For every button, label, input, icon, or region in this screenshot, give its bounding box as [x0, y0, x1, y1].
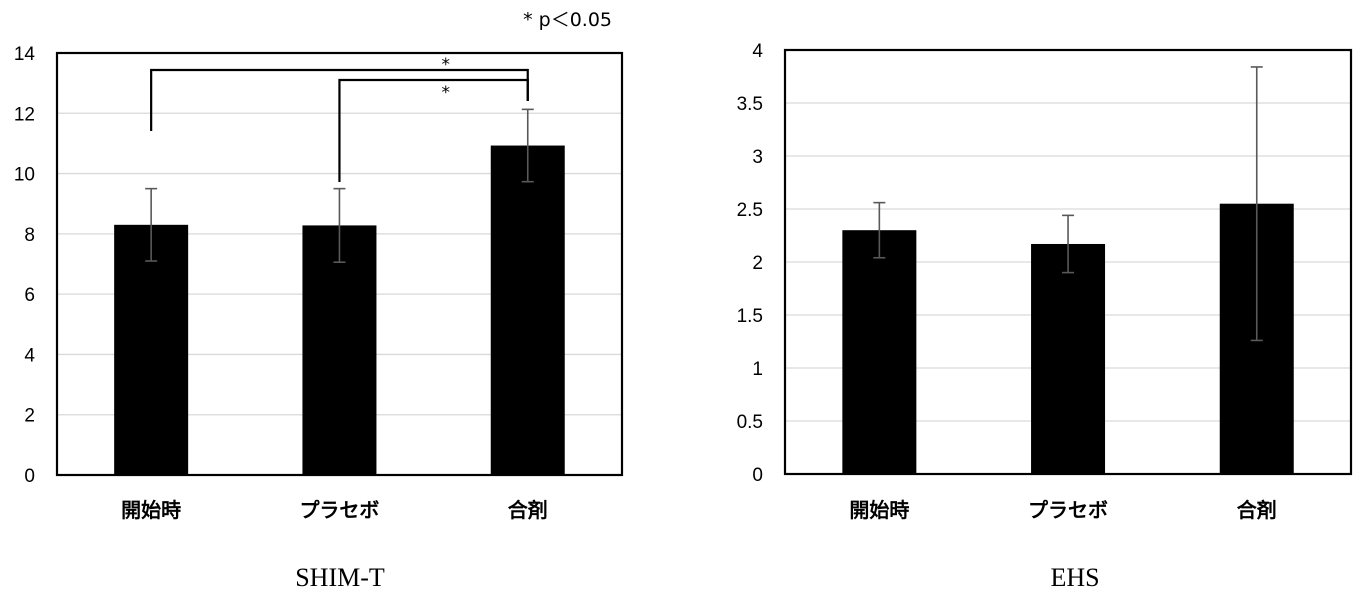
y-tick-label: 0 — [24, 466, 35, 487]
bar-2 — [302, 225, 377, 475]
category-label: プラセボ — [299, 498, 379, 522]
chart-title: EHS — [1050, 563, 1099, 592]
y-tick-label: 10 — [14, 165, 35, 186]
bar-2 — [1031, 243, 1106, 474]
y-tick-label: 2 — [752, 253, 763, 274]
category-label: 合剤 — [1237, 498, 1277, 522]
category-label: 合剤 — [508, 498, 548, 522]
shim-t-chart: 0 2 4 6 8 10 12 14 開始時 プラセボ 合剤 SHIM-T * * — [14, 44, 624, 592]
y-tick-label: 3.5 — [737, 94, 763, 115]
y-tick-label: 8 — [24, 225, 35, 246]
significance-star: * — [442, 55, 451, 75]
y-tick-label: 1.5 — [737, 306, 763, 327]
ehs-chart: 0 0.5 1 1.5 2 2.5 3 3.5 4 開始時 プラセボ 合剤 EHS — [737, 41, 1353, 592]
category-label: 開始時 — [849, 498, 909, 522]
y-tick-label: 6 — [24, 285, 35, 306]
significance-note: * p＜0.05 — [523, 9, 612, 31]
y-tick-label: 12 — [14, 104, 35, 125]
bar-3 — [490, 145, 565, 475]
y-tick-label: 0 — [752, 465, 763, 486]
category-label: プラセボ — [1028, 498, 1108, 522]
y-tick-label: 14 — [14, 44, 36, 65]
y-tick-label: 4 — [24, 345, 35, 366]
bar-1 — [842, 230, 917, 474]
chart-title: SHIM-T — [295, 563, 385, 592]
significance-star: * — [442, 83, 451, 103]
y-tick-label: 3 — [752, 147, 763, 168]
significance-bracket — [338, 78, 529, 182]
y-tick-label: 0.5 — [737, 412, 763, 433]
y-tick-label: 2.5 — [737, 200, 763, 221]
y-tick-label: 1 — [752, 359, 763, 380]
y-tick-label: 2 — [24, 406, 35, 427]
y-tick-label: 4 — [752, 41, 763, 62]
category-label: 開始時 — [121, 498, 181, 522]
bar-1 — [114, 224, 189, 475]
